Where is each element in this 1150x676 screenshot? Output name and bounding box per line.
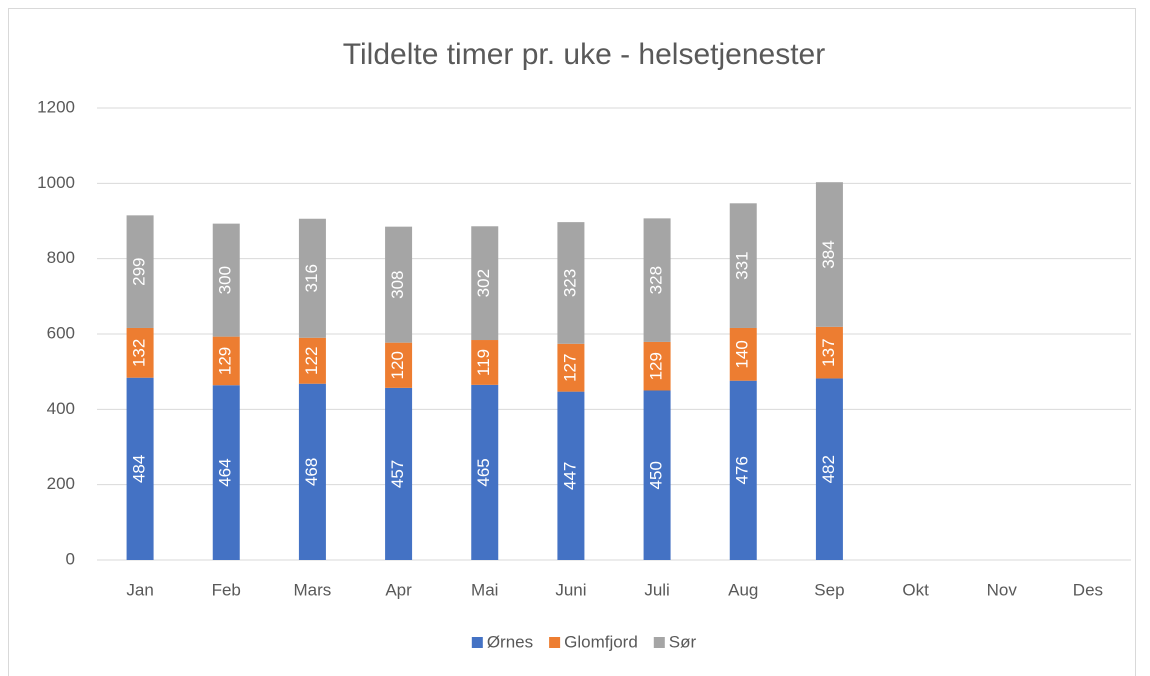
data-label: 457 [388, 460, 407, 488]
y-tick-label: 1000 [37, 173, 75, 192]
data-label: 476 [733, 456, 752, 484]
bar-segment [815, 378, 843, 560]
data-label: 122 [302, 347, 321, 375]
bar-segment [471, 340, 499, 385]
bar-segment [298, 383, 326, 560]
x-tick-label: Apr [385, 580, 412, 599]
y-tick-label: 200 [47, 474, 75, 493]
bar-segment [643, 341, 671, 391]
data-label: 465 [474, 458, 493, 486]
bar-segment [212, 385, 240, 560]
x-tick-label: Mai [471, 580, 498, 599]
legend-swatch [653, 637, 665, 648]
bar-segment [385, 342, 413, 388]
bar-segment [471, 226, 499, 341]
bar-segment [298, 218, 326, 338]
chart-title: Tildelte timer pr. uke - helsetjenester [343, 38, 825, 71]
data-label: 299 [130, 257, 149, 285]
bar-segment [643, 390, 671, 560]
x-tick-label: Jan [126, 580, 153, 599]
data-label: 328 [647, 266, 666, 294]
data-label: 331 [733, 251, 752, 279]
x-tick-label: Juli [644, 580, 670, 599]
y-tick-label: 800 [47, 248, 75, 267]
x-tick-label: Sep [814, 580, 844, 599]
bar-segment [212, 223, 240, 337]
data-label: 127 [560, 354, 579, 382]
bar-segment [126, 215, 154, 328]
data-label: 129 [647, 352, 666, 380]
y-tick-label: 0 [66, 549, 75, 568]
data-label: 482 [819, 455, 838, 483]
bar-segment [815, 182, 843, 327]
x-tick-label: Juni [555, 580, 586, 599]
y-tick-label: 400 [47, 399, 75, 418]
y-tick-label: 600 [47, 323, 75, 342]
x-tick-label: Okt [902, 580, 929, 599]
legend-swatch [471, 637, 483, 648]
data-label: 384 [819, 240, 838, 268]
data-label: 468 [302, 458, 321, 486]
bar-segment [126, 327, 154, 378]
x-tick-label: Feb [212, 580, 241, 599]
data-label: 129 [216, 347, 235, 375]
x-tick-label: Mars [294, 580, 332, 599]
data-label: 323 [560, 269, 579, 297]
bar-segment [643, 218, 671, 342]
bar-segment [212, 336, 240, 386]
bar-segment [557, 343, 585, 392]
data-label: 119 [474, 349, 493, 376]
x-tick-label: Des [1073, 580, 1103, 599]
data-label: 302 [474, 269, 493, 297]
data-label: 464 [216, 458, 235, 486]
data-label: 132 [130, 339, 149, 367]
data-label: 450 [647, 461, 666, 489]
data-label: 120 [388, 351, 407, 379]
data-label: 484 [130, 455, 149, 483]
bar-segment [557, 391, 585, 560]
bar-segment [385, 387, 413, 560]
bar-segment [729, 380, 757, 560]
legend-swatch [549, 637, 561, 648]
data-label: 140 [733, 340, 752, 368]
bar-segment [385, 226, 413, 343]
y-tick-label: 1200 [37, 97, 75, 116]
bar-segment [557, 222, 585, 344]
bar-segment [126, 377, 154, 560]
x-tick-label: Nov [987, 580, 1018, 599]
legend-label: Ørnes [487, 632, 533, 651]
bar-segment [729, 327, 757, 381]
data-label: 300 [216, 266, 235, 294]
bar-segment [815, 326, 843, 379]
legend-label: Glomfjord [564, 632, 638, 651]
legend-label: Sør [669, 632, 697, 651]
data-label: 308 [388, 270, 407, 298]
bar-segment [298, 337, 326, 384]
x-tick-label: Aug [728, 580, 758, 599]
data-label: 447 [560, 462, 579, 490]
bar-segment [471, 384, 499, 560]
bar-segment [729, 203, 757, 328]
data-label: 137 [819, 338, 838, 366]
data-label: 316 [302, 264, 321, 292]
